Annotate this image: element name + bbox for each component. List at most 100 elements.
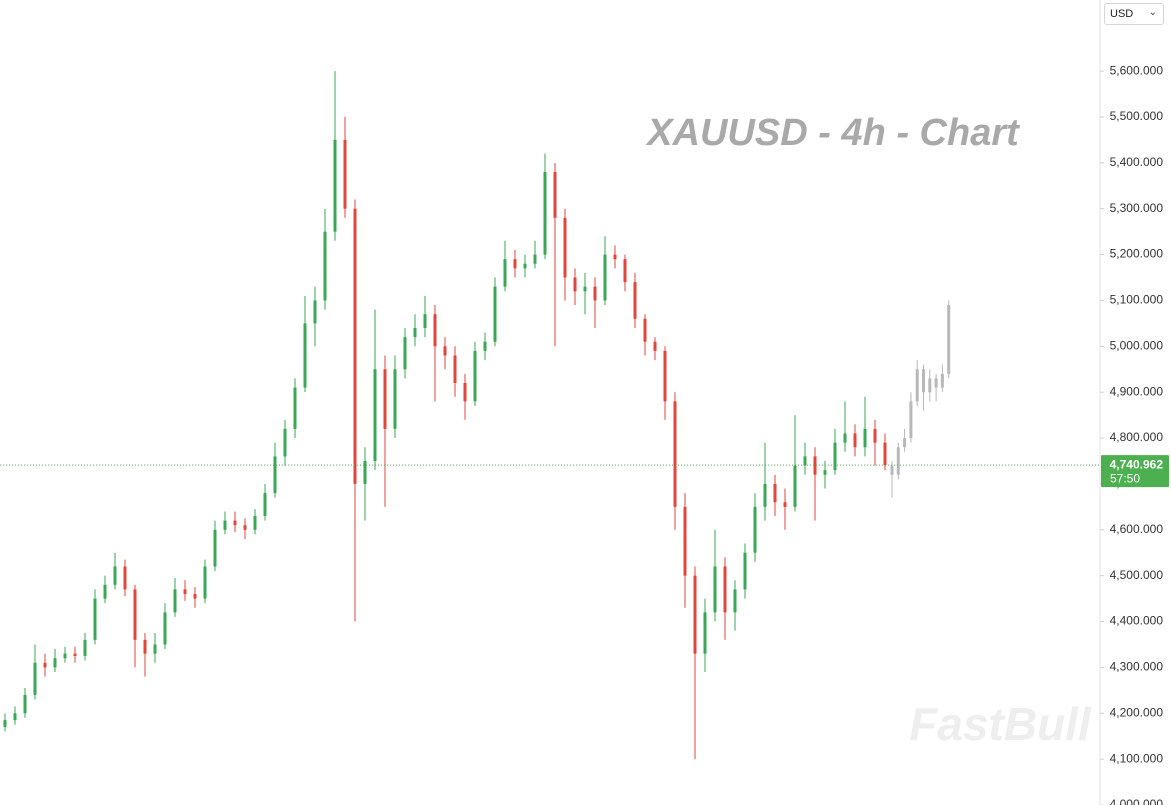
candle-body (653, 341, 657, 351)
y-tick-label: 5,400.000 (1110, 155, 1164, 169)
candle-body (733, 589, 737, 613)
candle-body (896, 447, 900, 475)
candle-body (33, 662, 37, 695)
candle-body (863, 428, 867, 448)
candle-body (453, 355, 457, 384)
candle-body (513, 259, 517, 269)
candle-body (940, 373, 944, 388)
candle-body (123, 566, 127, 590)
candle-body (273, 456, 277, 494)
candle-body (593, 286, 597, 301)
candle-body (763, 483, 767, 507)
y-tick-label: 4,100.000 (1110, 751, 1164, 765)
candle-body (463, 383, 467, 402)
candle-body (673, 401, 677, 507)
candle-body (663, 350, 667, 402)
candle-body (553, 172, 557, 218)
last-price-box (1101, 455, 1169, 488)
candle-body (713, 566, 717, 613)
y-tick-label: 5,500.000 (1110, 109, 1164, 123)
candle-body (473, 350, 477, 402)
candle-body (883, 442, 887, 466)
y-tick-label: 5,100.000 (1110, 293, 1164, 307)
y-tick-label: 4,900.000 (1110, 384, 1164, 398)
candle-body (83, 639, 87, 656)
candle-body (303, 323, 307, 388)
candle-body (909, 401, 913, 439)
candle-body (173, 589, 177, 613)
candle-body (633, 282, 637, 319)
candle-body (53, 658, 57, 668)
candle-body (543, 172, 547, 255)
candle-body (493, 286, 497, 342)
candle-body (890, 465, 894, 475)
watermark: FastBull (909, 698, 1092, 750)
candle-body (353, 208, 357, 484)
candle-body (773, 483, 777, 503)
candle-body (743, 552, 747, 590)
candle-body (693, 575, 697, 654)
candle-body (783, 502, 787, 507)
candle-body (523, 263, 527, 269)
candle-body (253, 516, 257, 530)
candle-body (947, 305, 951, 374)
candle-body (563, 217, 567, 278)
candle-body (423, 314, 427, 328)
candle-body (922, 369, 925, 393)
candle-body (603, 254, 607, 301)
candle-body (843, 433, 847, 443)
y-tick-label: 5,600.000 (1110, 63, 1164, 77)
candle-body (93, 598, 97, 640)
y-tick-label: 5,000.000 (1110, 338, 1164, 352)
candle-body (343, 139, 347, 209)
candle-body (153, 644, 157, 654)
y-tick-label: 4,600.000 (1110, 522, 1164, 536)
candle-body (613, 254, 617, 260)
candle-body (373, 369, 377, 461)
candle-body (803, 456, 807, 466)
candle-body (433, 314, 437, 347)
candle-body (573, 277, 577, 292)
y-tick-label: 5,300.000 (1110, 201, 1164, 215)
candle-body (483, 341, 487, 351)
candle-body (193, 594, 197, 599)
chart-title: XAUUSD - 4h - Chart (645, 112, 1020, 154)
candle-body (623, 259, 627, 283)
candle-body (223, 520, 227, 530)
candle-body (813, 456, 817, 475)
candle-body (183, 589, 187, 595)
candle-body (503, 259, 507, 287)
candle-body (583, 286, 587, 292)
candle-body (3, 720, 7, 728)
candle-body (63, 653, 67, 659)
candle-body (243, 525, 247, 530)
candle-body (163, 612, 167, 645)
candle-body (103, 584, 107, 599)
y-tick-label: 4,300.000 (1110, 660, 1164, 674)
candle-body (323, 231, 327, 301)
candle-body (753, 506, 757, 553)
candle-body (43, 662, 47, 668)
candle-body (233, 520, 237, 526)
candle-body (283, 428, 287, 457)
candle-body (533, 254, 537, 264)
y-tick-label: 4,000.000 (1110, 797, 1164, 805)
candle-body (393, 369, 397, 429)
candle-body (333, 139, 337, 232)
currency-text: USD (1110, 8, 1134, 20)
candle-body (903, 438, 907, 448)
currency-select[interactable]: USD ⌄ (1104, 3, 1164, 25)
candle-body (203, 566, 207, 599)
y-tick-label: 4,500.000 (1110, 568, 1164, 582)
candle-body (73, 653, 77, 656)
candle-body (443, 346, 447, 356)
candle-body (263, 493, 267, 517)
candle-body (213, 529, 217, 567)
candle-body (143, 639, 147, 654)
candle-body (133, 589, 137, 640)
candle-body (363, 460, 367, 484)
candle-body (13, 713, 17, 721)
candle-body (833, 442, 837, 471)
